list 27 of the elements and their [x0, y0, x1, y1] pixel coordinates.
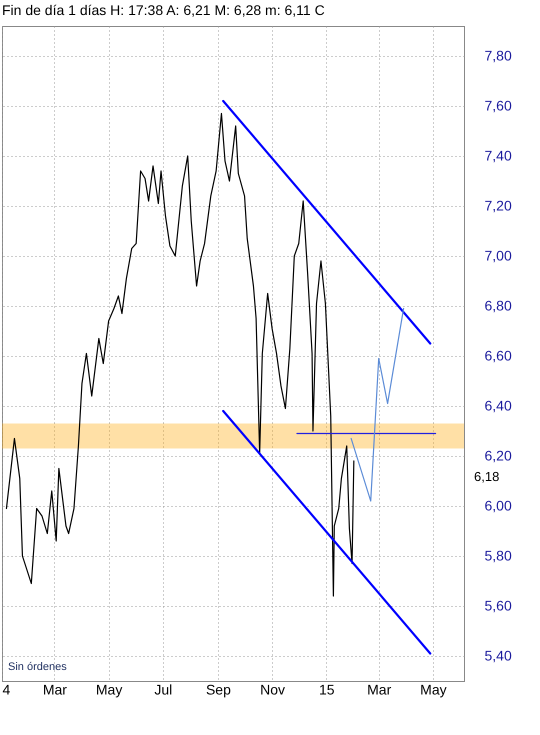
- y-tick-label: 6,40: [484, 398, 512, 414]
- y-tick-label: 6,20: [484, 448, 512, 464]
- x-tick-label: Nov: [260, 682, 286, 698]
- x-tick-label: Mar: [42, 682, 68, 698]
- text: 6,18: [474, 469, 500, 484]
- y-tick-label: 6,00: [484, 498, 512, 514]
- y-tick-label: 6,60: [484, 348, 512, 364]
- line-series: [6, 112, 354, 597]
- x-tick-label: 15: [319, 682, 335, 698]
- y-tick-label: 7,60: [484, 98, 512, 114]
- y-tick-label: 6,80: [484, 298, 512, 314]
- y-tick-label: 5,80: [484, 548, 512, 564]
- chart-title: Fin de día 1 días H: 17:38 A: 6,21 M: 6,28 m: 6,11 C: [2, 2, 325, 18]
- y-tick-label: 7,00: [484, 248, 512, 264]
- x-tick-label: 4: [2, 682, 10, 698]
- y-tick-label: 7,20: [484, 198, 512, 214]
- x-tick-label: May: [96, 682, 122, 698]
- line-series: [350, 308, 404, 502]
- x-tick-label: Sep: [206, 682, 232, 698]
- y-tick-label: 7,80: [484, 48, 512, 64]
- y-tick-label: 7,40: [484, 148, 512, 164]
- x-tick-label: Mar: [367, 682, 392, 698]
- annotation: Sin órdenes: [8, 661, 68, 673]
- y-tick-label: 5,60: [484, 598, 512, 614]
- x-tick-label: May: [420, 682, 447, 698]
- x-tick-label: Jul: [154, 682, 172, 698]
- y-tick-label: 5,40: [484, 648, 512, 664]
